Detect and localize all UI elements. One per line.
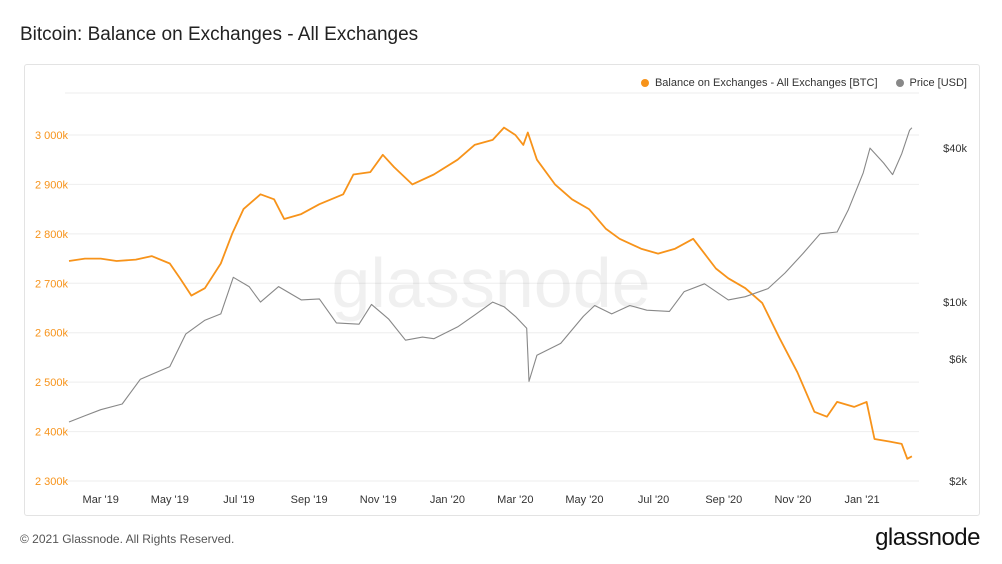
y-left-tick-label: 2 600k [35, 328, 69, 340]
x-tick-label: Jan '20 [430, 494, 465, 506]
x-tick-label: Sep '19 [291, 494, 328, 506]
x-tick-label: Sep '20 [705, 494, 742, 506]
x-tick-label: Nov '20 [774, 494, 811, 506]
x-tick-label: Mar '20 [497, 494, 533, 506]
copyright-text: © 2021 Glassnode. All Rights Reserved. [20, 532, 235, 546]
x-tick-label: Jan '21 [844, 494, 879, 506]
legend-dot-balance [640, 79, 649, 87]
price-series-line [68, 127, 913, 423]
y-left-tick-label: 2 400k [35, 427, 69, 439]
x-tick-label: Nov '19 [360, 494, 397, 506]
legend-dot-price [895, 79, 904, 87]
legend-label-balance: Balance on Exchanges - All Exchanges [BT… [654, 77, 878, 89]
y-left-tick-label: 2 700k [35, 278, 69, 290]
x-tick-label: May '19 [151, 494, 189, 506]
y-left-tick-label: 2 300k [35, 476, 69, 488]
y-left-tick-label: 2 800k [35, 229, 69, 241]
y-right-tick-label: $6k [949, 354, 967, 366]
watermark: glassnode [331, 244, 650, 322]
y-left-tick-label: 3 000k [35, 130, 69, 142]
chart-plot: 2 300k 2 400k 2 500k 2 600k 2 700k 2 800k 2 90… [35, 92, 967, 506]
y-right-tick-label: $2k [949, 476, 967, 488]
x-tick-label: Jul '19 [223, 494, 254, 506]
brand-logo[interactable]: glassnode [875, 524, 980, 551]
x-tick-label: May '20 [565, 494, 603, 506]
chart-title: Bitcoin: Balance on Exchanges - All Exch… [20, 24, 419, 45]
x-tick-label: Jul '20 [638, 494, 669, 506]
y-right-tick-label: $40k [943, 143, 967, 155]
x-tick-label: Mar '19 [83, 494, 119, 506]
y-left-tick-label: 2 900k [35, 179, 69, 191]
balance-series-line [68, 126, 913, 460]
chart-card: Balance on Exchanges - All Exchanges [BT… [24, 64, 980, 516]
y-right-tick-label: $10k [943, 297, 967, 309]
legend-item-price[interactable]: Price [USD] [895, 77, 967, 89]
chart-legend: Balance on Exchanges - All Exchanges [BT… [640, 77, 967, 89]
y-left-tick-label: 2 500k [35, 377, 69, 389]
legend-item-balance[interactable]: Balance on Exchanges - All Exchanges [BT… [640, 77, 878, 89]
legend-label-price: Price [USD] [909, 77, 967, 89]
